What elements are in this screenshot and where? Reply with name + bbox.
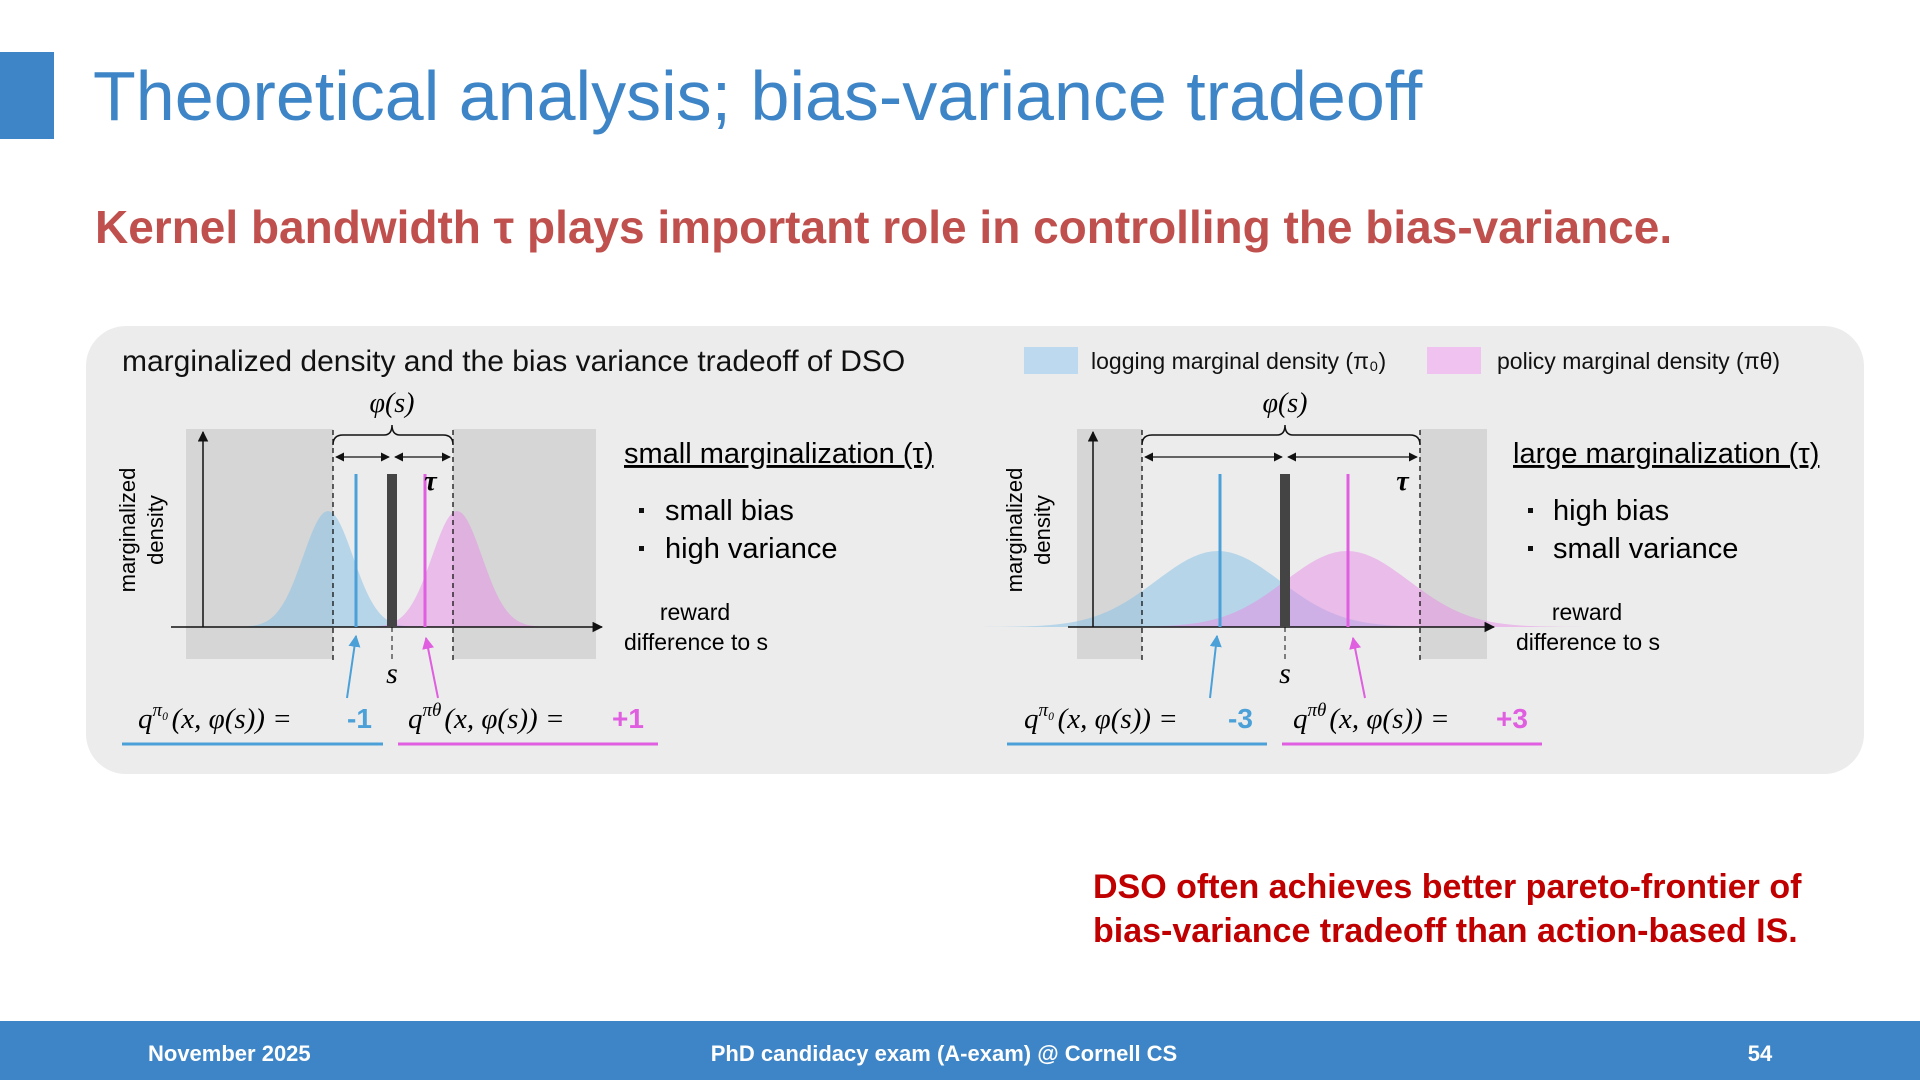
panel-heading: large marginalization (τ) bbox=[1513, 438, 1819, 470]
bullet-text: high bias bbox=[1553, 495, 1669, 527]
tau-label: τ bbox=[1396, 466, 1410, 497]
footer-page: 54 bbox=[1748, 1041, 1773, 1066]
bullet bbox=[639, 508, 644, 513]
pointer-arrow bbox=[1209, 634, 1222, 699]
bullet-text: small variance bbox=[1553, 533, 1738, 565]
estimate-argument: (x, φ(s)) = bbox=[172, 703, 292, 735]
y-axis-label: density bbox=[143, 495, 168, 565]
legend-swatch bbox=[1427, 347, 1481, 374]
estimate-symbol: q bbox=[1293, 703, 1308, 735]
pointer-arrow bbox=[1349, 636, 1366, 699]
bullet bbox=[1528, 508, 1533, 513]
x-axis-label: difference to s bbox=[624, 629, 768, 655]
s-label: s bbox=[386, 657, 398, 690]
x-axis-label: reward bbox=[1552, 599, 1622, 625]
estimate-argument: (x, φ(s)) = bbox=[1329, 703, 1449, 735]
footer-event: PhD candidacy exam (A-exam) @ Cornell CS bbox=[711, 1041, 1177, 1066]
phi-label: φ(s) bbox=[369, 388, 414, 419]
x-axis-label: reward bbox=[660, 599, 730, 625]
bullet-text: small bias bbox=[665, 495, 794, 527]
title-accent bbox=[0, 52, 54, 139]
density-curve bbox=[228, 511, 428, 627]
legend-label: logging marginal density (π₀) bbox=[1091, 348, 1386, 374]
estimate-value: -1 bbox=[347, 703, 372, 734]
subtitle: Kernel bandwidth τ plays important role … bbox=[95, 201, 1672, 253]
bullet bbox=[639, 546, 644, 551]
footer-date: November 2025 bbox=[148, 1041, 311, 1066]
tau-label: τ bbox=[424, 466, 438, 497]
estimate-argument: (x, φ(s)) = bbox=[444, 703, 564, 735]
pointer-arrow bbox=[346, 634, 361, 699]
slide-title: Theoretical analysis; bias-variance trad… bbox=[93, 57, 1423, 135]
y-axis-label: marginalized bbox=[115, 468, 140, 593]
note-line: DSO often achieves better pareto-frontie… bbox=[1093, 868, 1802, 906]
figure-title: marginalized density and the bias varian… bbox=[122, 345, 905, 378]
footer-bar bbox=[0, 1021, 1920, 1080]
legend-swatch bbox=[1024, 347, 1078, 374]
legend-label: policy marginal density (πθ) bbox=[1497, 348, 1780, 374]
brace bbox=[332, 424, 454, 446]
x-axis-label: difference to s bbox=[1516, 629, 1660, 655]
estimate-argument: (x, φ(s)) = bbox=[1058, 703, 1178, 735]
estimate-symbol: q bbox=[138, 703, 153, 735]
estimate-symbol: q bbox=[408, 703, 423, 735]
estimate-superscript: πθ bbox=[1308, 700, 1327, 721]
y-axis-label: density bbox=[1030, 495, 1055, 565]
pointer-arrow bbox=[422, 636, 439, 699]
estimate-superscript: πθ bbox=[423, 700, 442, 721]
estimate-superscript: π₀ bbox=[153, 700, 169, 721]
panel-heading: small marginalization (τ) bbox=[624, 438, 934, 470]
estimate-value: +1 bbox=[612, 703, 644, 734]
estimate-value: -3 bbox=[1228, 703, 1253, 734]
phi-label: φ(s) bbox=[1262, 388, 1307, 419]
estimate-superscript: π₀ bbox=[1039, 700, 1055, 721]
bullet bbox=[1528, 546, 1533, 551]
note-line: bias-variance tradeoff than action-based… bbox=[1093, 912, 1798, 950]
bullet-text: high variance bbox=[665, 533, 838, 565]
estimate-symbol: q bbox=[1024, 703, 1039, 735]
y-axis-label: marginalized bbox=[1002, 468, 1027, 593]
estimate-value: +3 bbox=[1496, 703, 1528, 734]
density-curve bbox=[357, 511, 557, 627]
s-label: s bbox=[1279, 657, 1291, 690]
estimate-expression: qπ₀ (x, φ(s)) = bbox=[138, 700, 292, 735]
target-bar bbox=[1280, 474, 1290, 627]
estimate-expression: qπθ (x, φ(s)) = bbox=[1293, 700, 1450, 735]
target-bar bbox=[387, 474, 397, 627]
estimate-expression: qπ₀ (x, φ(s)) = bbox=[1024, 700, 1178, 735]
density-curve bbox=[970, 551, 1466, 627]
brace bbox=[1141, 424, 1421, 446]
estimate-expression: qπθ (x, φ(s)) = bbox=[408, 700, 565, 735]
